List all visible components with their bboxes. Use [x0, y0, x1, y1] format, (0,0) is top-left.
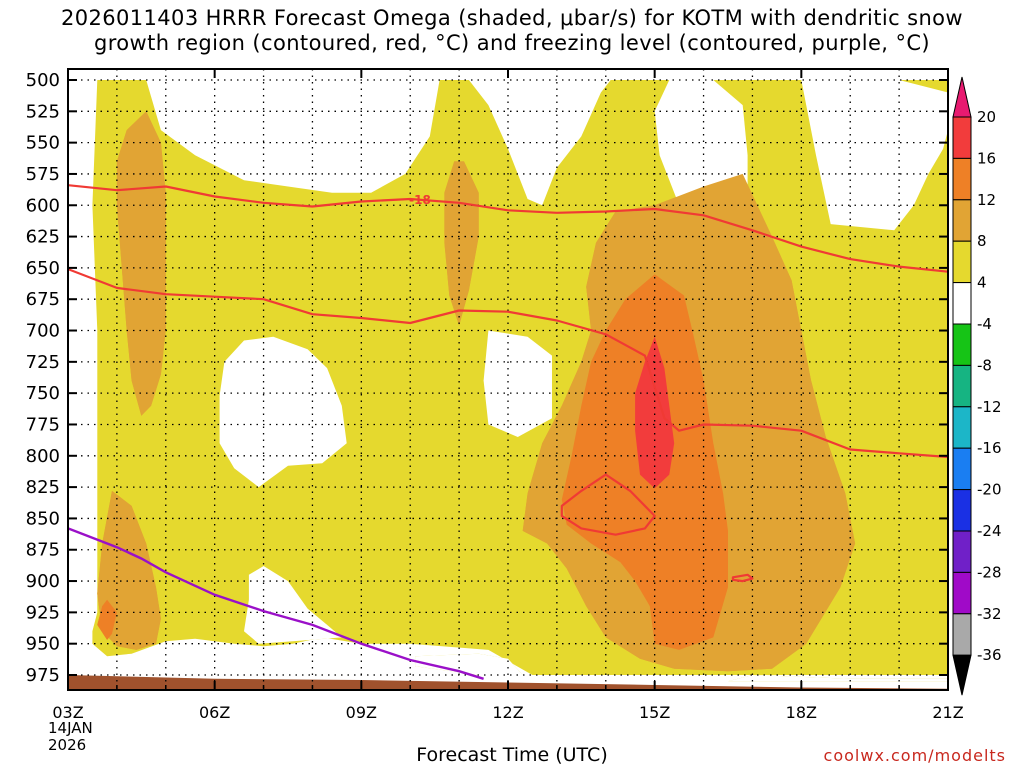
colorbar-swatch	[952, 282, 972, 325]
colorbar-top-arrow	[952, 76, 972, 118]
colorbar-bottom-arrow	[952, 654, 972, 696]
y-tick-label: 600	[26, 195, 60, 216]
omega-weak-region	[219, 336, 347, 488]
y-tick-label: 525	[26, 101, 60, 122]
y-tick-label: 925	[26, 602, 60, 623]
y-tick-label: 575	[26, 164, 60, 185]
freezing-level-contour	[68, 527, 484, 680]
title-line-1: 2026011403 HRRR Forecast Omega (shaded, …	[60, 6, 964, 30]
y-tick-label: 800	[26, 446, 60, 467]
y-tick-label: 625	[26, 227, 60, 248]
y-tick-label: 850	[26, 508, 60, 529]
dgz-contour	[560, 473, 656, 536]
y-axis: 500 525 550 575 600 625 650 675 700 725 750 775 800 8…	[26, 70, 948, 686]
y-tick-label: 975	[26, 665, 60, 686]
x-tick-label: 15Z	[639, 703, 670, 722]
colorbar-swatch	[952, 240, 972, 284]
colorbar-swatch	[952, 199, 972, 242]
colorbar-label: -36	[977, 646, 1002, 664]
colorbar-label: 20	[977, 108, 996, 126]
y-tick-label: 950	[26, 634, 60, 655]
colorbar-swatch	[952, 364, 972, 408]
dgz-contour-label: -18	[409, 193, 431, 207]
omega-region-12	[97, 599, 117, 640]
colorbar: 20 16 12 8 4 -4 -8 -12 -16 -20 -24 -28 -32 -36	[952, 76, 1002, 696]
x-tick-label: 12Z	[492, 703, 523, 722]
x-tick-label: 21Z	[932, 703, 963, 722]
y-tick-label: 550	[26, 133, 60, 154]
date-day: 14JAN	[48, 719, 93, 737]
x-tick-label: 03Z	[52, 703, 83, 722]
date-label: 14JAN 2026	[48, 720, 93, 754]
x-axis: 03Z 06Z 09Z 12Z 15Z 18Z 21Z	[52, 69, 964, 722]
colorbar-swatch	[952, 530, 972, 573]
colorbar-swatch	[952, 157, 972, 201]
colorbar-label: 4	[977, 274, 987, 292]
omega-weak-region	[483, 330, 552, 437]
contour-lines: -18	[68, 184, 948, 680]
y-tick-label: 675	[26, 289, 60, 310]
x-axis-title: Forecast Time (UTC)	[416, 744, 608, 766]
x-tick-label: 06Z	[199, 703, 230, 722]
omega-weak-region	[728, 675, 948, 682]
y-tick-label: 725	[26, 352, 60, 373]
y-tick-label: 775	[26, 414, 60, 435]
x-tick-label: 09Z	[346, 703, 377, 722]
omega-region-16	[635, 336, 675, 489]
y-tick-label: 750	[26, 383, 60, 404]
colorbar-swatch	[952, 613, 972, 656]
colorbar-label: -28	[977, 563, 1002, 581]
colorbar-label: -4	[977, 315, 992, 333]
credit-link[interactable]: coolwx.com/modelts	[823, 746, 1006, 765]
colorbar-swatch	[952, 571, 972, 615]
dgz-contour	[68, 184, 948, 273]
colorbar-swatch	[952, 489, 972, 532]
y-tick-label: 700	[26, 321, 60, 342]
colorbar-swatch	[952, 447, 972, 491]
y-tick-label: 900	[26, 571, 60, 592]
colorbar-label: -20	[977, 481, 1002, 499]
omega-shading	[92, 80, 948, 682]
y-tick-label: 825	[26, 477, 60, 498]
colorbar-label: 16	[977, 149, 996, 167]
omega-weak-region	[415, 653, 523, 675]
omega-weak-region	[801, 80, 948, 231]
x-tick-label: 18Z	[786, 703, 817, 722]
y-tick-label: 875	[26, 540, 60, 561]
dgz-contour	[68, 268, 948, 459]
colorbar-label: -8	[977, 356, 992, 374]
colorbar-swatch	[952, 116, 972, 159]
colorbar-label: 12	[977, 191, 996, 209]
colorbar-label: -24	[977, 522, 1002, 540]
chart-title: 2026011403 HRRR Forecast Omega (shaded, …	[0, 6, 1024, 56]
title-line-2: growth region (contoured, red, °C) and f…	[94, 31, 930, 55]
date-year: 2026	[48, 736, 87, 754]
y-tick-label: 500	[26, 70, 60, 91]
y-tick-label: 650	[26, 258, 60, 279]
colorbar-label: -16	[977, 439, 1002, 457]
omega-weak-region	[244, 566, 342, 644]
colorbar-label: -12	[977, 398, 1002, 416]
colorbar-swatch	[952, 323, 972, 366]
dgz-contour	[731, 573, 754, 583]
colorbar-label: 8	[977, 232, 987, 250]
colorbar-label: -32	[977, 605, 1002, 623]
colorbar-swatch	[952, 406, 972, 449]
